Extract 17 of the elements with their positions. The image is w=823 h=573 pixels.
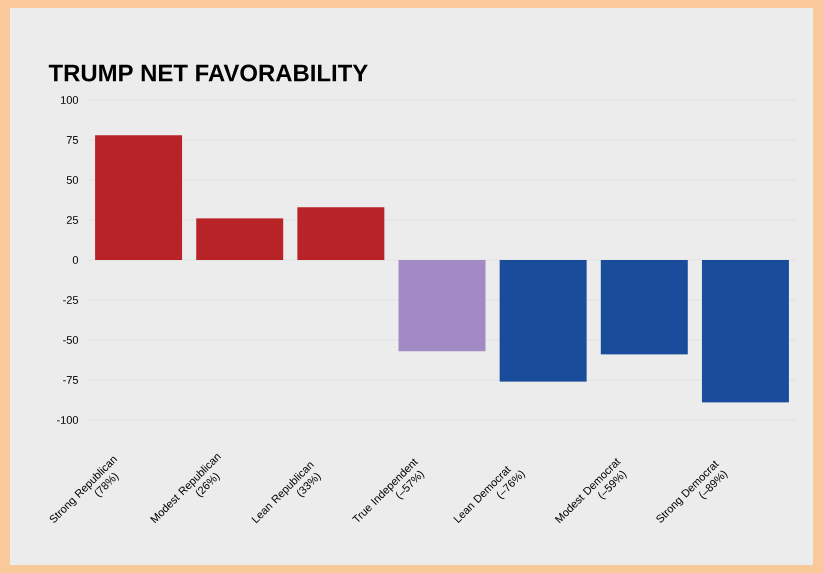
y-tick-label: -50 bbox=[63, 336, 78, 344]
y-tick-label: 0 bbox=[72, 256, 78, 264]
bar bbox=[95, 135, 182, 260]
bar bbox=[297, 207, 384, 260]
y-tick-label: -75 bbox=[63, 376, 78, 384]
bar bbox=[500, 260, 587, 382]
bar bbox=[702, 260, 789, 402]
y-tick-label: 75 bbox=[66, 136, 78, 144]
chart-title: TRUMP NET FAVORABILITY bbox=[48, 64, 368, 82]
y-tick-label: -25 bbox=[63, 296, 78, 304]
y-tick-label: -100 bbox=[57, 416, 78, 424]
y-tick-label: 100 bbox=[61, 96, 78, 104]
y-tick-label: 50 bbox=[66, 176, 78, 184]
bar bbox=[600, 260, 688, 354]
y-tick-label: 25 bbox=[66, 216, 78, 224]
bar bbox=[398, 260, 486, 352]
bar bbox=[196, 218, 284, 260]
